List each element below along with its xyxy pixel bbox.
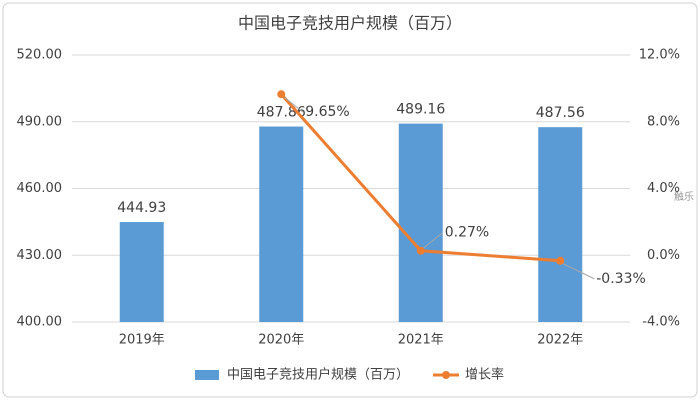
y-tick-label: 520.00 xyxy=(17,48,63,63)
bar xyxy=(398,123,443,322)
y-tick-label: 400.00 xyxy=(17,315,63,330)
y-tick-label: 460.00 xyxy=(17,181,63,196)
y2-tick-label: 8.0% xyxy=(647,114,680,129)
x-tick-label: 2022年 xyxy=(537,333,583,348)
y2-tick-label: -4.0% xyxy=(642,315,680,330)
y2-tick-label: 12.0% xyxy=(639,48,680,63)
watermark: 触乐 xyxy=(674,190,694,203)
line-point xyxy=(416,246,425,255)
x-tick-label: 2020年 xyxy=(258,333,304,348)
line-value-label: 9.65% xyxy=(305,104,349,120)
y2-tick-label: 4.0% xyxy=(647,181,680,196)
bar xyxy=(119,222,164,322)
legend-swatch-point xyxy=(442,371,451,379)
line-point xyxy=(556,256,565,265)
bar-value-label: 444.93 xyxy=(117,200,166,216)
bar-value-label: 487.56 xyxy=(536,105,585,121)
legend-label: 增长率 xyxy=(465,367,504,383)
line-value-label: 0.27% xyxy=(445,225,489,241)
line-point xyxy=(277,90,286,99)
legend-label: 中国电子竞技用户规模（百万） xyxy=(227,367,409,383)
bar xyxy=(259,126,304,322)
y-tick-label: 430.00 xyxy=(17,248,63,263)
legend-swatch xyxy=(195,370,219,380)
line-value-label: -0.33% xyxy=(596,271,646,287)
leader-line xyxy=(283,96,304,113)
chart-title: 中国电子竞技用户规模（百万） xyxy=(238,14,462,33)
leader-line xyxy=(563,263,595,280)
leader-line xyxy=(423,232,444,249)
bar xyxy=(538,127,583,322)
x-tick-label: 2021年 xyxy=(398,333,444,348)
bar-value-label: 489.16 xyxy=(396,102,445,118)
x-tick-label: 2019年 xyxy=(119,333,165,348)
y-tick-label: 490.00 xyxy=(17,114,63,129)
y2-tick-label: 0.0% xyxy=(647,248,680,263)
